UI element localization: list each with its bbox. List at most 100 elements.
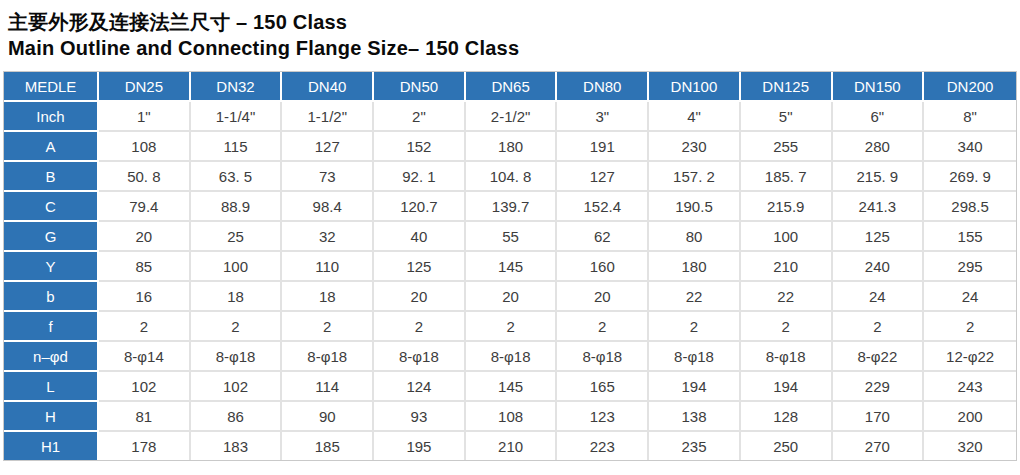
data-cell: 16 xyxy=(99,282,191,312)
data-cell: 55 xyxy=(466,222,558,252)
data-cell: 22 xyxy=(741,282,833,312)
data-cell: 223 xyxy=(557,432,649,460)
data-cell: 98.4 xyxy=(282,192,374,222)
data-cell: 20 xyxy=(374,282,466,312)
data-cell: 32 xyxy=(282,222,374,252)
data-cell: 200 xyxy=(924,402,1016,432)
data-cell: 145 xyxy=(466,372,558,402)
page-title-en: Main Outline and Connecting Flange Size–… xyxy=(8,35,1020,61)
data-cell: 269. 9 xyxy=(924,162,1016,192)
data-cell: 160 xyxy=(557,252,649,282)
data-cell: 93 xyxy=(374,402,466,432)
data-cell: 8-φ18 xyxy=(741,342,833,372)
column-header-cell: DN65 xyxy=(466,72,558,102)
data-cell: 230 xyxy=(649,132,741,162)
data-cell: 194 xyxy=(741,372,833,402)
data-cell: 3" xyxy=(557,102,649,132)
data-cell: 295 xyxy=(924,252,1016,282)
data-cell: 79.4 xyxy=(99,192,191,222)
data-cell: 157. 2 xyxy=(649,162,741,192)
data-cell: 8" xyxy=(924,102,1016,132)
data-cell: 2 xyxy=(649,312,741,342)
data-cell: 178 xyxy=(99,432,191,460)
column-header-cell: DN32 xyxy=(191,72,283,102)
data-cell: 8-φ18 xyxy=(282,342,374,372)
data-cell: 90 xyxy=(282,402,374,432)
column-header-cell: DN150 xyxy=(833,72,925,102)
data-cell: 86 xyxy=(191,402,283,432)
data-cell: 73 xyxy=(282,162,374,192)
data-cell: 6" xyxy=(833,102,925,132)
data-cell: 22 xyxy=(649,282,741,312)
data-cell: 270 xyxy=(833,432,925,460)
data-cell: 165 xyxy=(557,372,649,402)
column-header-cell: DN25 xyxy=(99,72,191,102)
row-label-cell: B xyxy=(4,162,99,192)
row-label-cell: G xyxy=(4,222,99,252)
data-cell: 2 xyxy=(557,312,649,342)
data-cell: 191 xyxy=(557,132,649,162)
row-label-cell: n–φd xyxy=(4,342,99,372)
column-header-cell: DN80 xyxy=(557,72,649,102)
data-cell: 180 xyxy=(649,252,741,282)
data-cell: 100 xyxy=(191,252,283,282)
data-cell: 240 xyxy=(833,252,925,282)
row-label-cell: L xyxy=(4,372,99,402)
data-cell: 62 xyxy=(557,222,649,252)
data-cell: 195 xyxy=(374,432,466,460)
data-cell: 210 xyxy=(741,252,833,282)
data-cell: 320 xyxy=(924,432,1016,460)
data-cell: 241.3 xyxy=(833,192,925,222)
data-cell: 20 xyxy=(466,282,558,312)
data-cell: 110 xyxy=(282,252,374,282)
data-cell: 1" xyxy=(99,102,191,132)
data-cell: 88.9 xyxy=(191,192,283,222)
data-cell: 1-1/2" xyxy=(282,102,374,132)
data-cell: 18 xyxy=(282,282,374,312)
data-cell: 114 xyxy=(282,372,374,402)
data-cell: 215.9 xyxy=(741,192,833,222)
data-cell: 127 xyxy=(282,132,374,162)
table-row: C79.488.998.4120.7139.7152.4190.5215.924… xyxy=(4,192,1016,222)
data-cell: 210 xyxy=(466,432,558,460)
data-cell: 80 xyxy=(649,222,741,252)
table-row: n–φd8-φ148-φ188-φ188-φ188-φ188-φ188-φ188… xyxy=(4,342,1016,372)
table-header: MEDLEDN25DN32DN40DN50DN65DN80DN100DN125D… xyxy=(4,72,1016,102)
data-cell: 139.7 xyxy=(466,192,558,222)
data-cell: 125 xyxy=(374,252,466,282)
data-cell: 2 xyxy=(374,312,466,342)
data-cell: 2 xyxy=(833,312,925,342)
data-cell: 185 xyxy=(282,432,374,460)
data-cell: 5" xyxy=(741,102,833,132)
data-cell: 138 xyxy=(649,402,741,432)
data-cell: 8-φ18 xyxy=(557,342,649,372)
data-cell: 183 xyxy=(191,432,283,460)
data-cell: 1-1/4" xyxy=(191,102,283,132)
column-header-cell: DN50 xyxy=(374,72,466,102)
data-cell: 40 xyxy=(374,222,466,252)
column-header-cell: DN40 xyxy=(282,72,374,102)
data-cell: 120.7 xyxy=(374,192,466,222)
data-cell: 63. 5 xyxy=(191,162,283,192)
data-cell: 243 xyxy=(924,372,1016,402)
table-body: Inch1"1-1/4"1-1/2"2"2-1/2"3"4"5"6"8"A108… xyxy=(4,102,1016,460)
data-cell: 128 xyxy=(741,402,833,432)
data-cell: 8-φ18 xyxy=(466,342,558,372)
table-row: L102102114124145165194194229243 xyxy=(4,372,1016,402)
column-header-cell: DN100 xyxy=(649,72,741,102)
data-cell: 155 xyxy=(924,222,1016,252)
data-cell: 20 xyxy=(557,282,649,312)
data-cell: 115 xyxy=(191,132,283,162)
data-cell: 2 xyxy=(282,312,374,342)
page-title-zh: 主要外形及连接法兰尺寸 – 150 Class xyxy=(8,9,1020,35)
data-cell: 12-φ22 xyxy=(924,342,1016,372)
data-cell: 2" xyxy=(374,102,466,132)
data-cell: 24 xyxy=(924,282,1016,312)
table-row: Y85100110125145160180210240295 xyxy=(4,252,1016,282)
data-cell: 8-φ14 xyxy=(99,342,191,372)
data-cell: 24 xyxy=(833,282,925,312)
data-cell: 8-φ18 xyxy=(191,342,283,372)
data-cell: 102 xyxy=(99,372,191,402)
data-cell: 235 xyxy=(649,432,741,460)
row-label-cell: Y xyxy=(4,252,99,282)
